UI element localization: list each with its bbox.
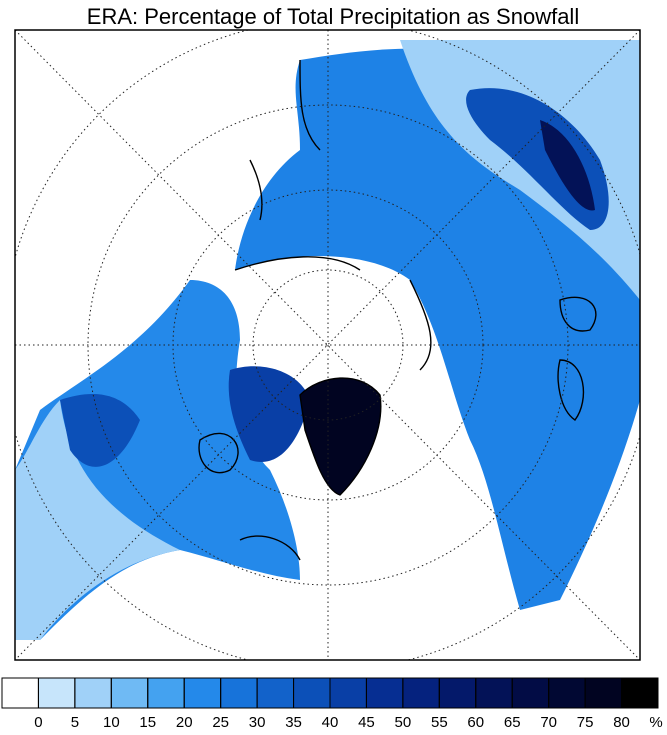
- colorbar-tick-label: 80: [613, 714, 630, 731]
- colorbar-tick-label: 40: [322, 714, 339, 731]
- colorbar-box: [402, 677, 440, 709]
- colorbar-tick-label: 15: [139, 714, 156, 731]
- colorbar-box: [293, 677, 331, 709]
- colorbar-unit: %: [649, 714, 662, 731]
- colorbar-tick-label: 5: [71, 714, 79, 731]
- colorbar-box: [37, 677, 76, 709]
- colorbar-box: [548, 677, 586, 709]
- colorbar-box: [74, 677, 112, 709]
- colorbar-box: [475, 677, 513, 709]
- map-frame: [14, 29, 641, 661]
- greenland: [299, 377, 382, 496]
- colorbar: 0 5 10 15 20 25 30 35 40 45 50 55 60 65 70 75 80%: [1, 677, 663, 731]
- snow-region: [15, 400, 180, 640]
- colorbar-tick-label: 60: [467, 714, 484, 731]
- colorbar-tick-label: 45: [358, 714, 375, 731]
- snow-region: [228, 366, 310, 462]
- colorbar-box: [511, 677, 550, 709]
- snow-region: [60, 394, 140, 467]
- colorbar-box: [183, 677, 222, 709]
- colorbar-box: [1, 677, 39, 709]
- snow-region: [540, 120, 595, 211]
- colorbar-box: [110, 677, 149, 709]
- colorbar-tick-label: 70: [540, 714, 557, 731]
- colorbar-tick-label: 65: [504, 714, 521, 731]
- colorbar-box: [365, 677, 404, 709]
- colorbar-box: [621, 677, 659, 709]
- colorbar-box: [329, 677, 367, 709]
- colorbar-tick-label: 25: [212, 714, 229, 731]
- colorbar-box: [438, 677, 477, 709]
- colorbar-tick-label: 10: [103, 714, 120, 731]
- colorbar-tick-label: 30: [249, 714, 266, 731]
- colorbar-tick-label: 35: [285, 714, 302, 731]
- graticule: [15, 30, 640, 660]
- colorbar-tick-label: 50: [395, 714, 412, 731]
- map: [15, 30, 640, 660]
- colorbar-box: [584, 677, 623, 709]
- colorbar-box: [256, 677, 295, 709]
- snow-region: [400, 40, 640, 300]
- coastline: [198, 59, 597, 561]
- colorbar-tick-label: 0: [34, 714, 42, 731]
- colorbar-box: [147, 677, 185, 709]
- title: ERA: Percentage of Total Precipitation a…: [87, 4, 579, 29]
- colorbar-tick-label: 75: [577, 714, 594, 731]
- colorbar-tick-label: 55: [431, 714, 448, 731]
- colorbar-box: [220, 677, 258, 709]
- colorbar-tick-label: 20: [176, 714, 193, 731]
